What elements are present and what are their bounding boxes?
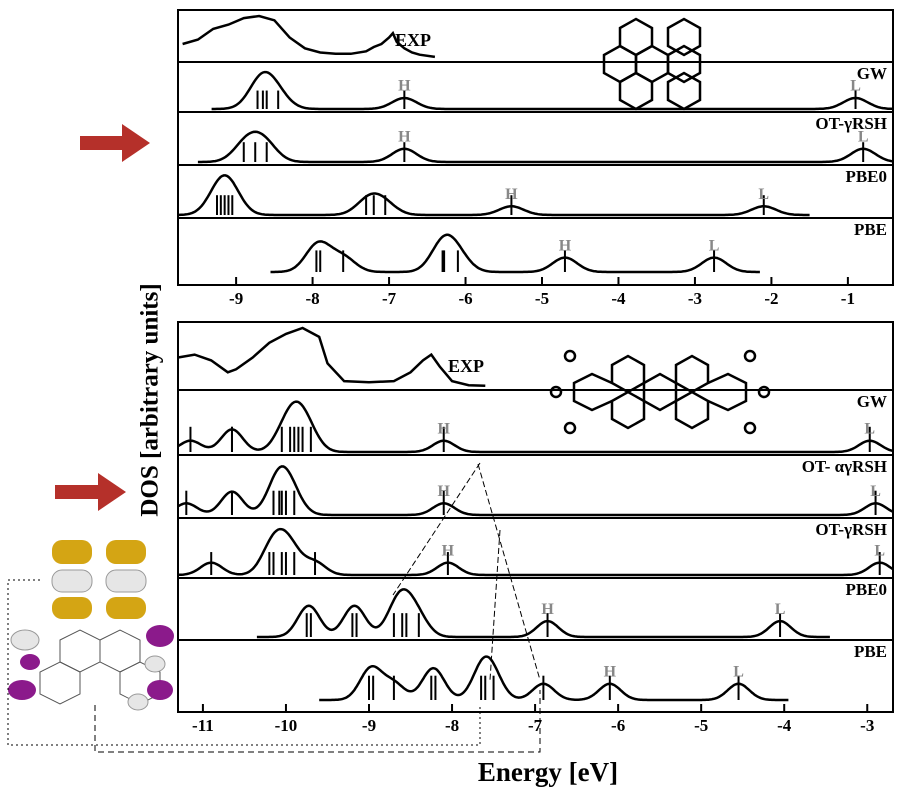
lumo-label: L — [858, 128, 869, 145]
series-label: GW — [857, 392, 887, 411]
dos-curve — [178, 175, 810, 215]
molecule-perylene — [604, 19, 700, 109]
x-tick-label: -4 — [611, 289, 626, 308]
homo-label: H — [559, 237, 572, 254]
x-tick-label: -7 — [382, 289, 397, 308]
series-label: PBE — [854, 642, 887, 661]
x-tick-label: -3 — [688, 289, 702, 308]
lumo-label: L — [709, 237, 720, 254]
series-label: OT-γRSH — [815, 520, 887, 539]
dos-curve — [319, 657, 788, 700]
x-tick-label: -10 — [275, 716, 298, 735]
homo-label: H — [442, 542, 455, 559]
homo-label: H — [398, 78, 411, 95]
guide-line — [478, 464, 540, 680]
arrow — [80, 124, 150, 162]
series-label: OT- αγRSH — [802, 457, 887, 476]
lumo-label: L — [850, 78, 861, 95]
x-tick-label: -5 — [535, 289, 549, 308]
molecule-ptcda — [551, 351, 769, 433]
x-tick-label: -9 — [362, 716, 376, 735]
x-tick-label: -8 — [445, 716, 459, 735]
homo-label: H — [438, 420, 451, 437]
homo-label: H — [438, 483, 451, 500]
x-tick-label: -8 — [306, 289, 320, 308]
y-axis-label: DOS [arbitrary units] — [137, 283, 164, 516]
orbital-image — [8, 540, 174, 710]
panel-frame — [178, 10, 893, 285]
arrow — [55, 473, 126, 511]
x-tick-label: -11 — [192, 716, 214, 735]
x-tick-label: -3 — [860, 716, 874, 735]
x-tick-label: -1 — [841, 289, 855, 308]
homo-label: H — [505, 186, 518, 203]
homo-label: H — [398, 128, 411, 145]
series-label: OT-γRSH — [815, 114, 887, 133]
lumo-label: L — [733, 663, 744, 680]
lumo-label: L — [775, 601, 786, 618]
x-axis-label: Energy [eV] — [478, 757, 618, 787]
homo-label: H — [541, 601, 554, 618]
x-tick-label: -6 — [458, 289, 472, 308]
homo-label: H — [604, 663, 617, 680]
series-label: PBE0 — [845, 580, 887, 599]
x-tick-label: -2 — [764, 289, 778, 308]
guide-line — [393, 463, 480, 595]
series-label: EXP — [395, 30, 431, 50]
series-label: PBE — [854, 220, 887, 239]
guide-line — [490, 530, 500, 680]
series-label: EXP — [448, 356, 484, 376]
dos-curve — [198, 132, 893, 162]
x-tick-label: -4 — [777, 716, 792, 735]
series-label: GW — [857, 64, 887, 83]
lumo-label: L — [874, 542, 885, 559]
series-label: PBE0 — [845, 167, 887, 186]
x-tick-label: -6 — [611, 716, 625, 735]
lumo-label: L — [864, 420, 875, 437]
exp-curve — [178, 328, 485, 386]
x-tick-label: -7 — [528, 716, 543, 735]
dos-curve — [178, 402, 893, 452]
figure: -9-8-7-6-5-4-3-2-1EXPGWHLOT-γRSHHLPBE0HL… — [0, 0, 897, 794]
dos-curve — [212, 72, 893, 109]
x-tick-label: -9 — [229, 289, 243, 308]
x-tick-label: -5 — [694, 716, 708, 735]
lumo-label: L — [758, 186, 769, 203]
lumo-label: L — [870, 483, 881, 500]
